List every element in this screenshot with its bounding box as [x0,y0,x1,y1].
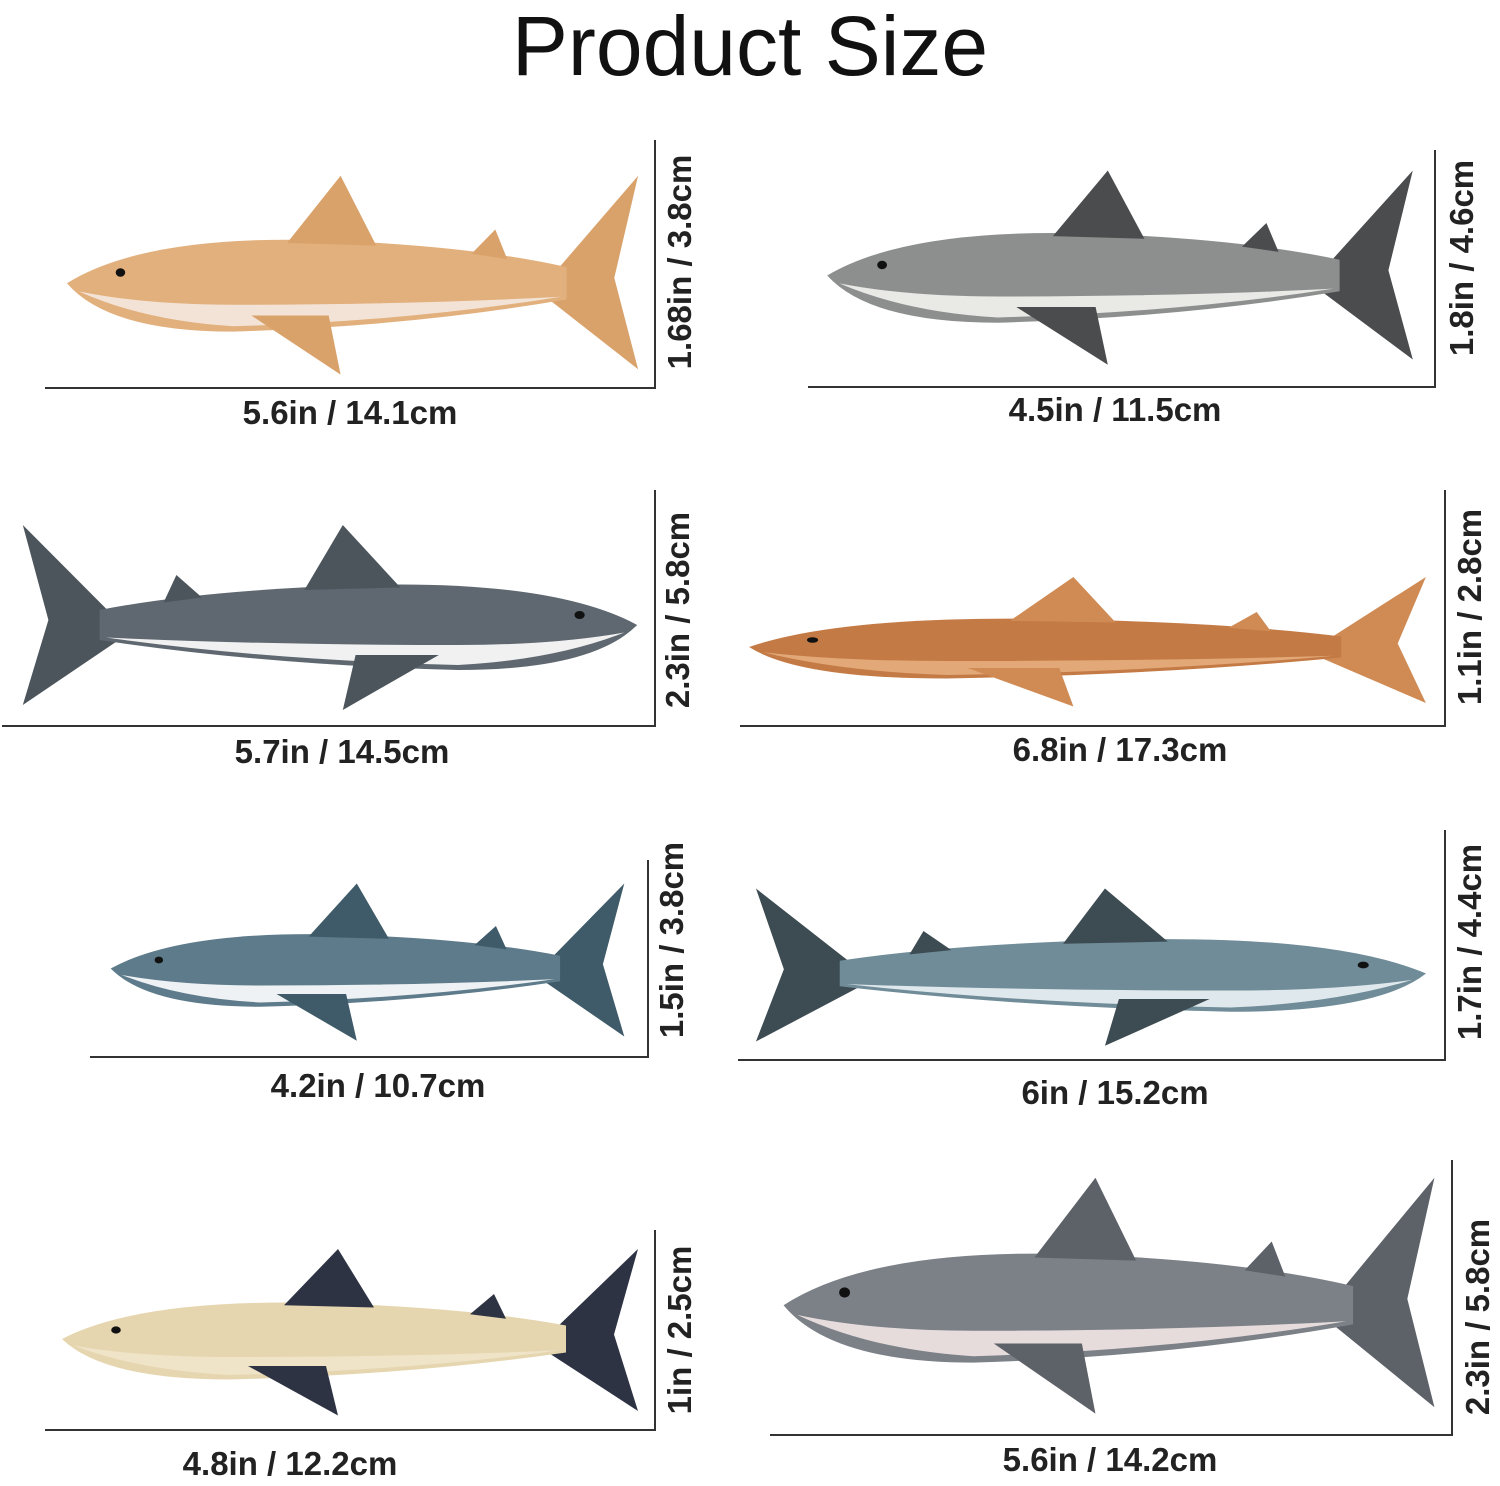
height-label: 1.68in / 3.8cm [661,154,698,370]
shark-eye [806,637,819,643]
shark-tail [1321,170,1413,360]
shark-second-dorsal-fin [163,575,202,603]
shark-eye [839,1287,851,1298]
shark-eye [1357,961,1369,969]
shark-belly [839,283,1334,318]
length-label: 4.5in / 11.5cm [1008,391,1222,428]
length-label: 6.8in / 17.3cm [1012,731,1228,768]
height-label: 1.8in / 4.6cm [1443,159,1480,357]
length-label: 6in / 15.2cm [1021,1074,1209,1111]
shark-dorsal-fin [284,1249,374,1308]
shark-second-dorsal-fin [1244,1241,1286,1277]
shark-image [815,160,1425,370]
shark-dorsal-fin [1009,577,1116,623]
length-dimension-line [738,1059,1446,1061]
shark-eye [111,1326,121,1334]
length-dimension-line [2,725,656,727]
length-dimension-line [740,725,1446,727]
height-label: 1in / 2.5cm [661,1245,698,1415]
shark-dorsal-fin [1063,888,1168,944]
length-dimension-line [770,1434,1453,1436]
length-label: 5.6in / 14.2cm [1002,1441,1218,1478]
shark-image [10,515,650,715]
shark-belly [106,632,625,665]
shark-dorsal-fin [1052,170,1145,239]
shark-pectoral-fin [1016,307,1108,365]
length-dimension-line [90,1056,648,1058]
shark-second-dorsal-fin [474,926,507,950]
shark-drawing [783,1177,1435,1414]
shark-pectoral-fin [248,1366,338,1416]
shark-pectoral-fin [251,315,341,375]
length-label: 5.7in / 14.5cm [234,733,450,770]
shark-drawing [827,170,1413,365]
page-title: Product Size [511,0,989,93]
shark-dorsal-fin [304,525,401,590]
shark-belly [846,979,1413,1008]
shark-tail [544,883,625,1037]
height-dimension-line [647,860,649,1058]
height-dimension-line [1444,830,1446,1061]
height-label: 1.7in / 4.4cm [1451,843,1488,1041]
shark-tail [1320,577,1426,703]
length-label: 4.8in / 12.2cm [182,1445,398,1482]
shark-image [735,570,1440,710]
shark-dorsal-fin [287,175,377,246]
shark-pectoral-fin [342,655,439,710]
height-dimension-line [1444,490,1446,727]
shark-drawing [749,577,1426,707]
height-dimension-line [1434,150,1436,388]
height-dimension-line [654,140,656,389]
height-label: 1.1in / 2.8cm [1451,508,1488,706]
shark-drawing [755,888,1427,1046]
shark-second-dorsal-fin [1228,612,1271,632]
shark-drawing [110,883,625,1041]
height-dimension-line [654,1230,656,1431]
shark-pectoral-fin [993,1343,1096,1414]
shark-eye [877,260,887,270]
shark-belly [74,1345,560,1375]
shark-drawing [22,525,638,710]
shark-tail [22,525,119,705]
shark-belly [78,291,561,327]
shark-image [55,165,650,380]
shark-tail [548,175,639,370]
shark-tail [1332,1177,1435,1408]
shark-dorsal-fin [1034,1177,1137,1261]
length-label: 4.2in / 10.7cm [270,1067,486,1104]
shark-pectoral-fin [276,994,357,1041]
length-dimension-line [808,386,1436,388]
shark-drawing [66,175,639,375]
height-label: 2.3in / 5.8cm [1459,1218,1496,1416]
length-dimension-line [45,387,655,389]
shark-image [742,880,1440,1050]
height-label: 2.3in / 5.8cm [659,511,696,709]
shark-belly [797,1314,1347,1357]
length-dimension-line [45,1429,655,1431]
shark-tail [755,888,861,1042]
shark-eye [115,268,126,277]
shark-eye [574,611,585,619]
shark-drawing [62,1249,638,1416]
length-label: 5.6in / 14.1cm [242,394,458,431]
height-label: 1.5in / 3.8cm [653,841,690,1039]
height-dimension-line [1451,1160,1453,1436]
shark-tail [548,1249,638,1411]
shark-second-dorsal-fin [470,1294,506,1319]
shark-dorsal-fin [308,883,389,939]
shark-second-dorsal-fin [909,931,952,955]
shark-belly [121,974,555,1003]
shark-belly [763,652,1335,675]
shark-eye [154,956,164,964]
shark-image [100,875,635,1045]
height-dimension-line [654,490,656,727]
shark-image [50,1240,650,1420]
shark-pectoral-fin [967,668,1074,707]
shark-second-dorsal-fin [1242,223,1279,252]
shark-image [770,1165,1448,1420]
